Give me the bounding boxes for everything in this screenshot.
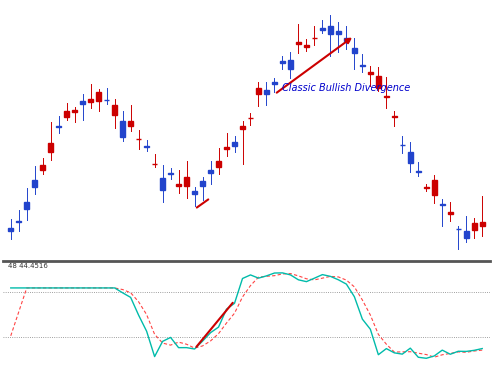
Bar [440,204,445,205]
Bar [208,170,213,173]
Bar [200,181,205,186]
Bar [232,142,237,146]
Bar [368,72,373,74]
Bar [176,184,181,186]
Bar [408,152,413,163]
Bar [296,42,301,44]
Bar [64,111,69,117]
Bar [256,88,261,94]
Bar [120,121,125,137]
Bar [160,178,165,190]
Bar [112,105,117,115]
Bar [16,221,21,222]
Bar [336,31,341,34]
Bar [96,92,101,101]
Bar [360,65,365,66]
Bar [320,28,325,30]
Bar [88,99,93,102]
Bar [432,180,437,195]
Bar [144,146,149,148]
Bar [384,96,389,97]
Bar [392,116,397,117]
Bar [184,177,189,186]
Bar [224,147,229,149]
Bar [272,82,277,84]
Bar [72,110,77,112]
Bar [264,90,269,94]
Text: 48 44.4516: 48 44.4516 [8,263,47,269]
Bar [448,212,453,214]
Bar [80,101,85,105]
Bar [280,61,285,63]
Bar [8,228,13,231]
Bar [248,117,253,118]
Bar [472,223,477,230]
Bar [216,161,221,167]
Bar [128,121,133,126]
Bar [480,222,485,226]
Bar [376,76,381,88]
Bar [240,126,245,129]
Bar [328,26,333,34]
Text: Classic Bullish Divergence: Classic Bullish Divergence [282,83,411,93]
Bar [352,48,357,53]
Bar [33,180,37,188]
Bar [192,191,197,194]
Bar [40,165,45,170]
Bar [464,231,469,238]
Bar [48,143,53,152]
Bar [24,202,29,209]
Bar [168,173,173,174]
Bar [344,39,349,40]
Bar [304,45,309,47]
Bar [288,60,293,69]
